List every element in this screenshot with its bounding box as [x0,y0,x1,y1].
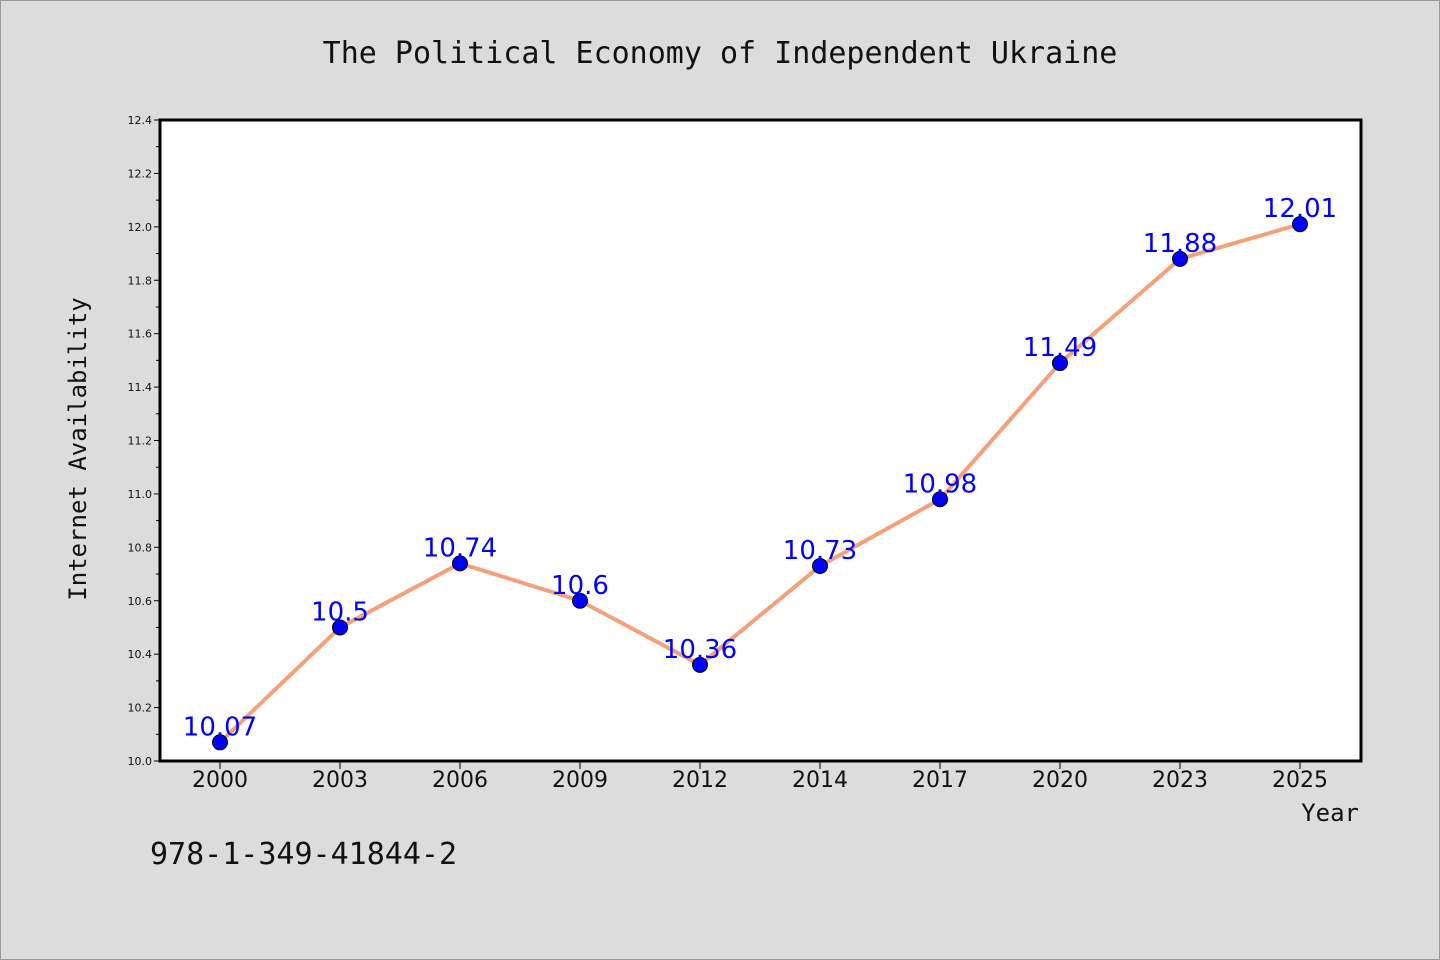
y-tick-label: 11.4 [128,381,153,394]
y-tick-label: 10.0 [128,755,153,768]
x-tick-label: 2006 [432,768,488,793]
y-tick-label: 10.4 [128,648,153,661]
x-tick-label: 2000 [192,768,248,793]
y-tick-label: 10.8 [128,541,153,554]
data-point [692,656,708,673]
x-axis-label: Year [1301,799,1359,827]
x-tick-label: 2012 [672,768,728,793]
x-tick-label: 2017 [912,768,968,793]
y-tick-label: 11.2 [128,435,153,448]
data-point [572,592,588,609]
data-label: 10.5 [311,597,369,627]
data-label: 10.6 [551,571,609,601]
data-label: 10.36 [663,635,737,665]
x-tick-label: 2020 [1032,768,1088,793]
data-labels: 10.07 10.5 10.74 10.6 10.36 10.73 10.98 11.49 11… [183,194,1337,742]
x-tick-label: 2023 [1152,768,1208,793]
y-tick-label: 10.6 [128,595,153,608]
data-point [332,619,348,636]
isbn-annotation: 978-1-349-41844-2 [150,837,457,872]
x-tick-label: 2009 [552,768,608,793]
x-tick-label: 2025 [1272,768,1328,793]
y-tick-label: 10.2 [128,702,153,715]
data-markers [212,216,1308,751]
y-tick-label: 11.8 [128,274,153,287]
data-label: 10.07 [183,712,257,742]
y-tick-label: 11.0 [128,488,153,501]
data-point [932,491,948,508]
data-label: 11.88 [1143,229,1217,259]
x-tick-label: 2003 [312,768,368,793]
y-tick-label: 12.4 [128,114,153,127]
plot-area [158,118,1363,763]
data-point [1052,355,1068,372]
y-tick-label: 12.0 [128,221,153,234]
y-axis-label: Internet Availability [64,297,92,600]
chart-title: The Political Economy of Independent Ukr… [323,36,1118,71]
series-line [218,222,1301,744]
y-tick-label: 11.6 [128,328,153,341]
y-axis: 10.0 10.2 10.4 10.6 10.8 11.0 11.2 11.4 11.6 11.8… [128,114,160,768]
data-point [1172,250,1188,267]
data-label: 10.98 [903,469,977,499]
y-tick-label: 12.2 [128,167,153,180]
data-point [1292,216,1308,233]
data-point [452,555,468,572]
x-axis: 2000 2003 2006 2009 2012 2014 2017 2020 2023 2025 [192,761,1328,793]
data-point [812,558,828,575]
x-tick-label: 2014 [792,768,848,793]
data-label: 11.49 [1023,333,1097,363]
data-point [212,734,228,751]
data-label: 10.74 [423,533,497,563]
data-label: 10.73 [783,536,857,566]
data-label: 12.01 [1263,194,1337,224]
